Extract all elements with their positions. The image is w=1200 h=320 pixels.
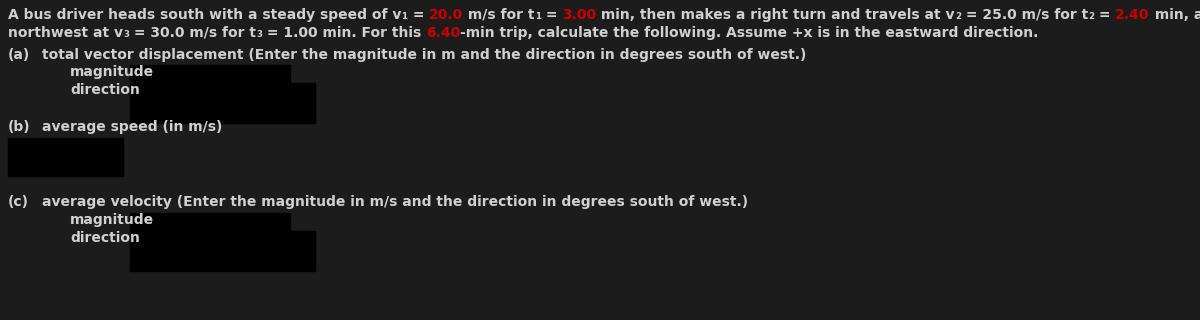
Text: ₃: ₃ (256, 26, 262, 40)
Text: ₁: ₁ (535, 8, 541, 22)
Text: =: = (541, 8, 562, 22)
Text: =: = (1094, 8, 1115, 22)
Text: (a): (a) (8, 48, 30, 62)
Text: magnitude: magnitude (70, 213, 154, 227)
Text: magnitude: magnitude (70, 65, 154, 79)
Text: min, and then drives: min, and then drives (1150, 8, 1200, 22)
Text: = 30.0 m/s for t: = 30.0 m/s for t (130, 26, 256, 40)
Text: ₁: ₁ (401, 8, 408, 22)
Text: (c): (c) (8, 195, 29, 209)
Text: direction: direction (70, 83, 140, 97)
Text: -min trip, calculate the following. Assume +x is in the eastward direction.: -min trip, calculate the following. Assu… (461, 26, 1039, 40)
Text: direction: direction (70, 231, 140, 245)
Text: = 1.00 min. For this: = 1.00 min. For this (262, 26, 426, 40)
Text: ₂: ₂ (955, 8, 961, 22)
Text: 20.0: 20.0 (428, 8, 463, 22)
Text: (b): (b) (8, 120, 31, 134)
Text: m/s for t: m/s for t (463, 8, 535, 22)
Bar (130, 231, 314, 271)
Text: min, then makes a right turn and travels at v: min, then makes a right turn and travels… (596, 8, 955, 22)
Text: 3.00: 3.00 (562, 8, 596, 22)
Text: ₃: ₃ (124, 26, 130, 40)
Bar (130, 213, 290, 235)
Text: 2.40: 2.40 (1115, 8, 1150, 22)
Text: =: = (408, 8, 428, 22)
Bar (8, 138, 124, 176)
Bar (130, 83, 314, 123)
Text: 6.40: 6.40 (426, 26, 461, 40)
Text: A bus driver heads south with a steady speed of v: A bus driver heads south with a steady s… (8, 8, 401, 22)
Text: average speed (in m/s): average speed (in m/s) (42, 120, 222, 134)
Text: ₂: ₂ (1088, 8, 1094, 22)
Bar (130, 65, 290, 87)
Text: average velocity (Enter the magnitude in m/s and the direction in degrees south : average velocity (Enter the magnitude in… (42, 195, 748, 209)
Text: = 25.0 m/s for t: = 25.0 m/s for t (961, 8, 1088, 22)
Text: total vector displacement (Enter the magnitude in m and the direction in degrees: total vector displacement (Enter the mag… (42, 48, 806, 62)
Text: northwest at v: northwest at v (8, 26, 124, 40)
